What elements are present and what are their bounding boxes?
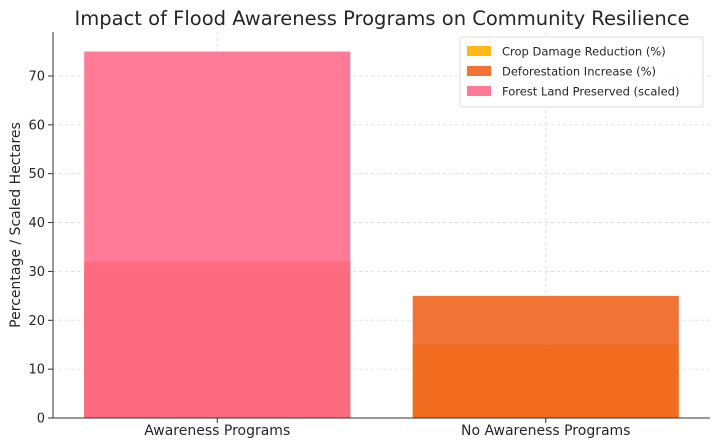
legend-swatch-3 <box>467 86 491 96</box>
y-tick-label: 60 <box>28 118 45 133</box>
legend-label-3: Forest Land Preserved (scaled) <box>502 85 679 99</box>
x-tick-label: No Awareness Programs <box>461 423 630 439</box>
y-tick-label: 70 <box>28 69 45 84</box>
tick-labels: 0 10 20 30 40 50 60 70 Awareness Programs No Awar… <box>28 69 630 439</box>
y-tick-label: 30 <box>28 265 45 280</box>
legend: Crop Damage Reduction (%) Deforestation I… <box>459 36 704 108</box>
y-tick-label: 20 <box>28 314 45 329</box>
legend-box <box>459 36 704 108</box>
legend-swatch-1 <box>467 46 491 56</box>
bar-2-2 <box>412 295 679 418</box>
legend-label-2: Deforestation Increase (%) <box>502 65 656 79</box>
x-tick-label: Awareness Programs <box>144 423 290 439</box>
y-axis-label: Percentage / Scaled Hectares <box>8 122 24 328</box>
y-tick-label: 40 <box>28 216 45 231</box>
bar-3-1 <box>84 51 351 418</box>
y-tick-label: 0 <box>37 412 45 427</box>
bars <box>84 51 679 418</box>
axes <box>52 32 710 419</box>
y-tick-label: 10 <box>28 363 45 378</box>
chart-title: Impact of Flood Awareness Programs on Co… <box>75 7 690 30</box>
legend-label-1: Crop Damage Reduction (%) <box>502 45 666 59</box>
legend-swatch-2 <box>467 66 491 76</box>
y-tick-label: 50 <box>28 167 45 182</box>
